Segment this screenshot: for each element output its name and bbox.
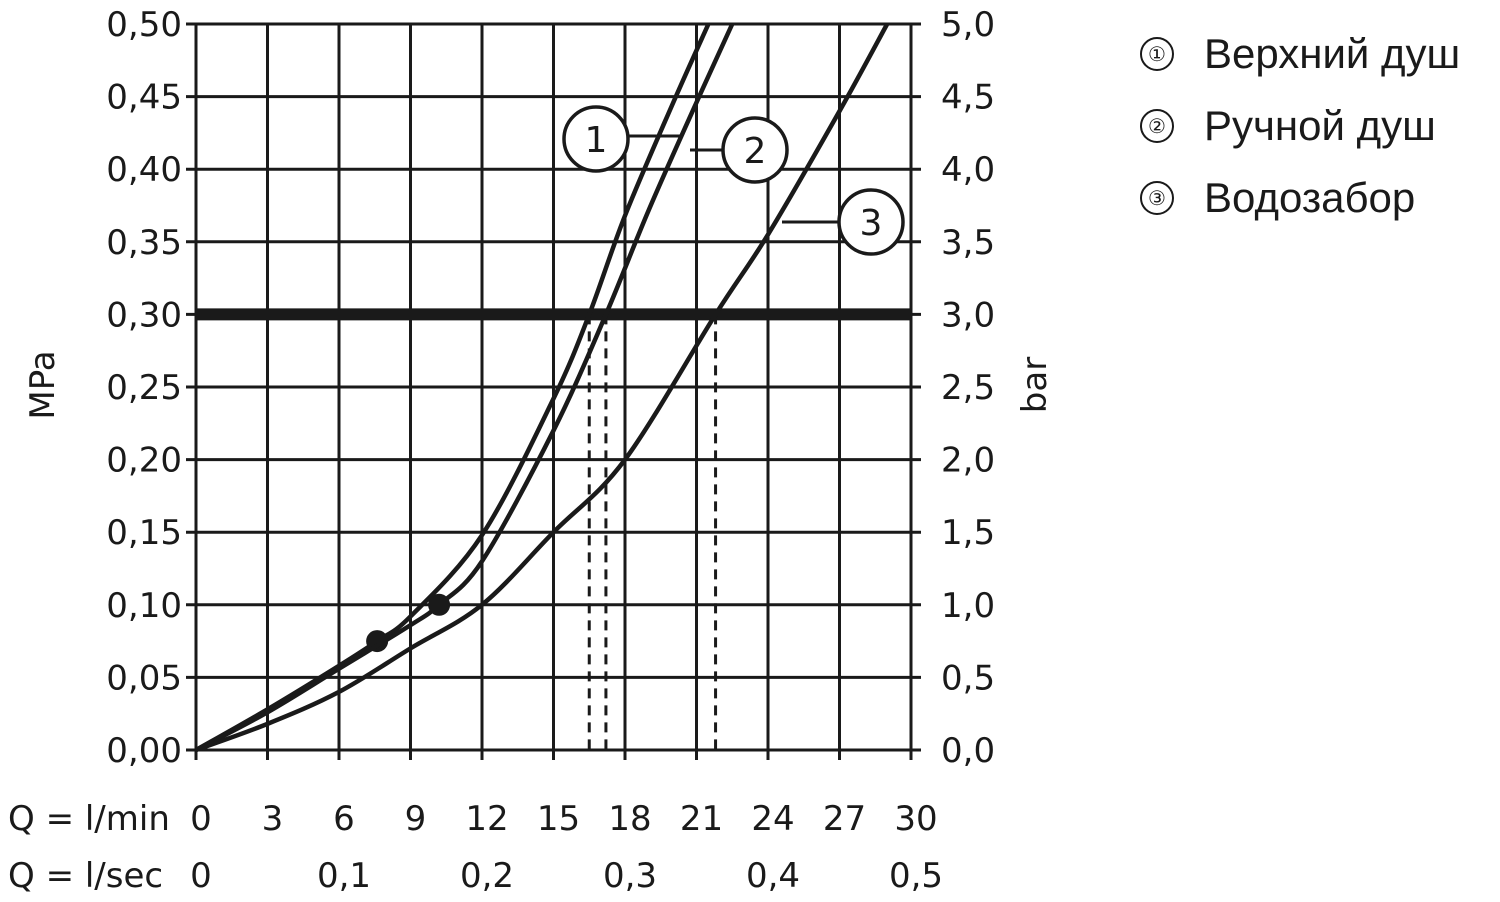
series-line	[194, 23, 711, 752]
drop-lines	[587, 314, 718, 750]
series-line	[194, 23, 735, 752]
x-secondary-tick-label: 0,2	[460, 856, 514, 896]
legend-item: ② Ручной душ	[1140, 90, 1460, 162]
legend-item: ① Верхний душ	[1140, 18, 1460, 90]
y-right-tick-label: 2,0	[941, 441, 995, 481]
y-right-tick-label: 1,0	[941, 586, 995, 626]
x-tick-label: 30	[894, 799, 937, 839]
callout-circle	[721, 116, 789, 184]
callout-number: 1	[585, 120, 608, 161]
legend-label: Ручной душ	[1204, 102, 1436, 149]
y-right-tick-label: 4,0	[941, 150, 995, 190]
y-left-tick-label: 0,30	[106, 295, 182, 335]
y-right-tick-label: 3,0	[941, 295, 995, 335]
tick-labels: 0 3 6 9 12 15 18 21 24 27 300 0,1 0,2 0,3 0,4 0,50,00 0,…	[106, 5, 995, 896]
x-tick-label: 9	[405, 799, 427, 839]
y-left-tick-label: 0,00	[106, 731, 182, 771]
y-right-tick-label: 2,5	[941, 368, 995, 408]
legend: ① Верхний душ ② Ручной душ ③ Водозабор	[1140, 18, 1460, 234]
y-left-tick-label: 0,50	[106, 5, 182, 45]
y-right-tick-label: 4,5	[941, 78, 995, 118]
y-left-tick-label: 0,40	[106, 150, 182, 190]
y-right-tick-label: 5,0	[941, 5, 995, 45]
y-left-axis-label: MPa	[23, 350, 63, 419]
y-left-tick-label: 0,25	[106, 368, 182, 408]
x-primary-axis-label: Q = l/min	[8, 799, 170, 839]
x-secondary-tick-label: 0	[190, 856, 212, 896]
x-tick-label: 15	[537, 799, 580, 839]
callout-circle	[837, 188, 905, 256]
series-line	[195, 22, 890, 753]
x-tick-label: 27	[823, 799, 866, 839]
x-tick-label: 18	[608, 799, 651, 839]
callout-number: 2	[744, 131, 767, 172]
x-secondary-tick-label: 0,4	[746, 856, 800, 896]
y-left-tick-label: 0,10	[106, 586, 182, 626]
y-left-tick-label: 0,05	[106, 658, 182, 698]
x-tick-label: 24	[751, 799, 794, 839]
legend-label: Водозабор	[1204, 174, 1416, 221]
x-secondary-tick-label: 0,5	[889, 856, 943, 896]
x-tick-label: 21	[680, 799, 723, 839]
legend-marker: ②	[1140, 109, 1174, 143]
legend-item: ③ Водозабор	[1140, 162, 1460, 234]
series-marker	[428, 593, 451, 616]
y-right-tick-label: 1,5	[941, 513, 995, 553]
x-tick-label: 3	[262, 799, 284, 839]
y-left-tick-label: 0,35	[106, 223, 182, 263]
x-tick-label: 0	[190, 799, 212, 839]
y-right-tick-label: 3,5	[941, 223, 995, 263]
x-tick-label: 6	[333, 799, 355, 839]
series-lines	[194, 22, 890, 753]
legend-label: Верхний душ	[1204, 30, 1461, 77]
y-right-axis-label: bar	[1015, 357, 1055, 413]
legend-marker: ①	[1140, 37, 1174, 71]
y-left-tick-label: 0,45	[106, 78, 182, 118]
x-secondary-tick-label: 0,1	[317, 856, 371, 896]
callout-number: 3	[860, 203, 883, 244]
y-right-tick-label: 0,5	[941, 658, 995, 698]
y-left-tick-label: 0,20	[106, 441, 182, 481]
y-right-tick-label: 0,0	[941, 731, 995, 771]
x-tick-label: 12	[465, 799, 508, 839]
legend-marker: ③	[1140, 181, 1174, 215]
x-secondary-tick-label: 0,3	[603, 856, 657, 896]
x-secondary-axis-label: Q = l/sec	[8, 856, 163, 896]
y-left-tick-label: 0,15	[106, 513, 182, 553]
series-callouts: 1 2 3	[562, 105, 905, 256]
grid	[186, 22, 921, 760]
callout-circle	[562, 105, 630, 173]
